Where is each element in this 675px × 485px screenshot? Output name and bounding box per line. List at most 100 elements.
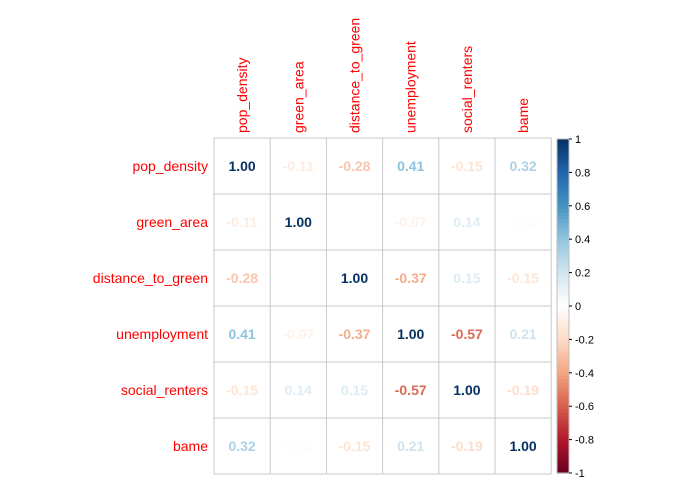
correlation-value: 1.00	[509, 438, 536, 454]
colorbar-segment	[557, 399, 569, 404]
colorbar-segment	[557, 412, 569, 417]
colorbar-segment	[557, 439, 569, 444]
colorbar-tick-label: -1	[575, 468, 585, 480]
colorbar-segment	[557, 225, 569, 230]
colorbar-segment	[557, 396, 569, 401]
colorbar-segment	[557, 189, 569, 194]
colorbar-segment	[557, 192, 569, 197]
row-label: pop_density	[132, 158, 208, 174]
colorbar-segment	[557, 376, 569, 381]
colorbar-segment	[557, 142, 569, 147]
correlation-value: -0.15	[339, 438, 371, 454]
colorbar-segment	[557, 459, 569, 464]
colorbar-segment	[557, 199, 569, 204]
row-label: social_renters	[121, 382, 208, 398]
colorbar-segment	[557, 326, 569, 330]
correlation-value: -0.19	[507, 382, 539, 398]
colorbar-tick-label: 1	[575, 134, 581, 146]
row-label: distance_to_green	[93, 270, 208, 286]
correlation-value: -0.15	[451, 158, 483, 174]
row-labels: pop_density green_area distance_to_greenun…	[93, 158, 208, 454]
correlation-value: 1.00	[341, 270, 368, 286]
colorbar-segment	[557, 406, 569, 411]
colorbar-segment	[557, 265, 569, 270]
correlation-value: -0.28	[226, 270, 258, 286]
colorbar-segment	[557, 362, 569, 367]
colorbar-segment	[557, 245, 569, 250]
colorbar-segment	[557, 255, 569, 260]
colorbar-segment	[557, 342, 569, 347]
colorbar-segment	[557, 456, 569, 461]
colorbar-segment	[557, 416, 569, 421]
column-label: pop_density	[234, 57, 250, 133]
correlation-value: -0.02	[507, 214, 539, 230]
colorbar-segment	[557, 209, 569, 214]
colorbar-segment	[557, 249, 569, 254]
column-label: green_area	[290, 61, 306, 133]
colorbar-segment	[557, 469, 569, 474]
correlation-value: -0.07	[282, 326, 314, 342]
correlation-value: -0.07	[395, 214, 427, 230]
correlation-value: -0.15	[226, 382, 258, 398]
colorbar-segment	[557, 329, 569, 334]
colorbar-tick-label: -0.2	[575, 334, 594, 346]
colorbar-segment	[557, 212, 569, 217]
colorbar-segment	[557, 466, 569, 471]
correlation-value: 1.00	[453, 382, 480, 398]
colorbar-segment	[557, 312, 569, 317]
colorbar-segment	[557, 402, 569, 407]
colorbar-segment	[557, 222, 569, 227]
colorbar-segment	[557, 259, 569, 264]
correlation-value: 0.41	[228, 326, 255, 342]
correlation-value: -0.57	[451, 326, 483, 342]
colorbar-segment	[557, 336, 569, 340]
colorbar-segment	[557, 162, 569, 167]
colorbar-segment	[557, 442, 569, 447]
correlation-value: -0.57	[395, 382, 427, 398]
correlation-cells: 1.00 -0.11 -0.28 0.41 -0.15 0.32 -0.11 1.00 -0.0…	[226, 158, 539, 454]
correlation-value: 1.00	[285, 214, 312, 230]
colorbar-segment	[557, 372, 569, 377]
colorbar-tick-label: 0.2	[575, 268, 590, 280]
correlation-value: -0.19	[451, 438, 483, 454]
correlation-value: -0.37	[395, 270, 427, 286]
grid-lines	[213, 137, 552, 475]
colorbar-segment	[557, 155, 569, 160]
correlation-value: -0.28	[339, 158, 371, 174]
colorbar-segment	[557, 349, 569, 354]
colorbar-tick-label: 0.6	[575, 201, 590, 213]
correlation-value: 1.00	[228, 158, 255, 174]
row-label: bame	[173, 438, 208, 454]
colorbar: 1 0.8 0.6 0.4 0.2 0 -0.2 -0.4 -0.6 -0.8 -1	[556, 134, 594, 480]
colorbar-segment	[557, 262, 569, 267]
colorbar-segment	[557, 409, 569, 414]
colorbar-segment	[557, 235, 569, 240]
colorbar-segment	[557, 159, 569, 163]
colorbar-segment	[557, 392, 569, 397]
correlation-value: -0.37	[339, 326, 371, 342]
colorbar-segment	[557, 202, 569, 207]
colorbar-segment	[557, 389, 569, 394]
colorbar-segment	[557, 152, 569, 157]
colorbar-segment	[557, 386, 569, 391]
colorbar-segment	[557, 232, 569, 237]
colorbar-segment	[557, 289, 569, 294]
colorbar-segment	[557, 179, 569, 184]
colorbar-segment	[557, 426, 569, 431]
correlation-value: -0.11	[227, 214, 258, 230]
colorbar-segment	[557, 429, 569, 434]
correlation-value: 0.32	[228, 438, 255, 454]
correlation-value: -0.02	[282, 438, 314, 454]
colorbar-segment	[557, 322, 569, 327]
colorbar-segment	[557, 165, 569, 170]
colorbar-segment	[557, 332, 569, 337]
colorbar-segment	[557, 239, 569, 244]
colorbar-segment	[557, 356, 569, 361]
colorbar-segment	[557, 316, 569, 320]
colorbar-segment	[557, 172, 569, 177]
correlation-value: 0.21	[509, 326, 536, 342]
colorbar-segment	[557, 252, 569, 257]
colorbar-segment	[557, 149, 569, 153]
colorbar-segment	[557, 369, 569, 374]
